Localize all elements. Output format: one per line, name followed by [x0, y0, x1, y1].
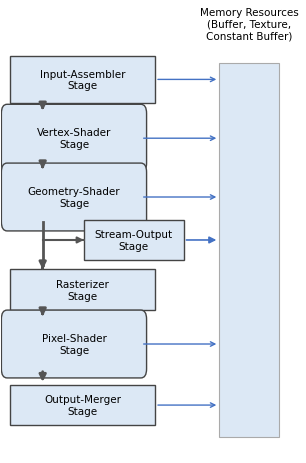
- FancyBboxPatch shape: [2, 164, 147, 232]
- FancyBboxPatch shape: [10, 385, 155, 425]
- Text: Vertex-Shader
Stage: Vertex-Shader Stage: [37, 128, 111, 150]
- FancyBboxPatch shape: [10, 270, 155, 310]
- Text: Geometry-Shader
Stage: Geometry-Shader Stage: [28, 187, 120, 208]
- Text: Rasterizer
Stage: Rasterizer Stage: [56, 279, 109, 301]
- Text: Memory Resources
(Buffer, Texture,
Constant Buffer): Memory Resources (Buffer, Texture, Const…: [200, 8, 298, 41]
- FancyBboxPatch shape: [10, 57, 155, 104]
- FancyBboxPatch shape: [2, 105, 147, 173]
- Text: Output-Merger
Stage: Output-Merger Stage: [44, 394, 121, 416]
- Bar: [219, 63, 279, 437]
- Text: Input-Assembler
Stage: Input-Assembler Stage: [40, 69, 125, 91]
- FancyBboxPatch shape: [84, 220, 184, 261]
- Text: Pixel-Shader
Stage: Pixel-Shader Stage: [42, 333, 106, 355]
- FancyBboxPatch shape: [2, 310, 147, 378]
- Text: Stream-Output
Stage: Stream-Output Stage: [95, 230, 173, 251]
